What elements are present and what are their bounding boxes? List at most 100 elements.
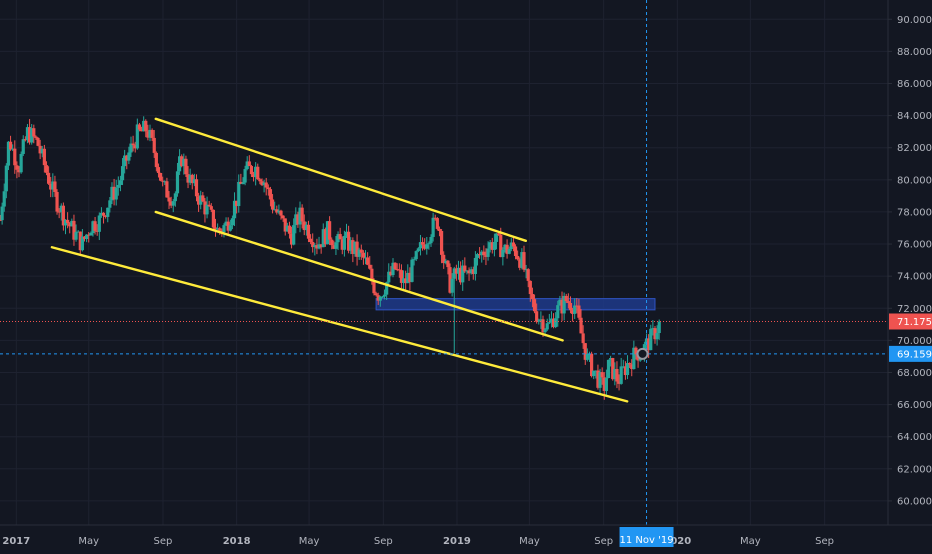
candle-up (444, 260, 448, 264)
price-tick-label: 68.000 (897, 368, 932, 379)
candle-down (497, 233, 501, 235)
candle-down (581, 333, 585, 344)
candle-up (503, 244, 507, 250)
time-tick-label: Sep (815, 536, 834, 547)
candle-up (123, 155, 127, 167)
candle-down (526, 269, 530, 281)
candle-up (25, 127, 30, 141)
candle-up (465, 270, 469, 272)
time-tick-label: May (740, 536, 761, 547)
candle-down (226, 221, 230, 231)
candle-up (273, 209, 277, 211)
candle-up (120, 166, 125, 181)
candle-down (125, 155, 129, 161)
candle-up (313, 245, 317, 248)
candle-up (344, 231, 349, 236)
candle-down (46, 172, 51, 184)
candle-up (199, 195, 203, 205)
candle-up (241, 182, 245, 184)
candle-up (461, 265, 465, 283)
candle-down (131, 143, 135, 146)
price-axis[interactable]: 90.000 88.000 86.000 84.000 82.000 80.000 78.0… (887, 0, 932, 525)
candle-up (294, 214, 298, 226)
candle-down (463, 265, 467, 272)
candle-up (632, 347, 636, 370)
candle-up (492, 241, 497, 250)
candle-down (602, 377, 606, 392)
candle-down (55, 191, 59, 212)
candle-down (213, 227, 218, 230)
cursor-point-marker (636, 347, 649, 360)
candle-down (600, 372, 604, 378)
candle-up (237, 181, 241, 207)
candle-down (239, 181, 243, 184)
resistance-zone-box[interactable] (375, 298, 656, 311)
time-tick-label: 2019 (443, 536, 471, 547)
candle-up (427, 243, 431, 245)
candle-down (340, 239, 344, 250)
candle-up (163, 181, 167, 183)
candle-down (156, 167, 161, 173)
candle-down (355, 241, 359, 257)
candle-up (507, 249, 511, 254)
candle-up (177, 156, 182, 172)
candle-up (182, 158, 186, 167)
upper-channel-trendline[interactable] (154, 117, 527, 243)
candle-up (127, 152, 131, 161)
candle-down (319, 244, 323, 248)
candle-up (262, 182, 266, 186)
candle-up (222, 225, 226, 233)
candle-up (539, 319, 543, 321)
candle-up (342, 235, 346, 250)
candle-down (66, 219, 70, 224)
price-tick-label: 84.000 (897, 111, 932, 122)
candle-up (21, 139, 25, 154)
candle-down (323, 229, 327, 245)
candle-down (423, 244, 427, 249)
candle-up (543, 329, 547, 333)
candle-up (619, 366, 623, 384)
candle-down (518, 259, 522, 268)
candle-down (146, 131, 150, 138)
candle-down (522, 252, 526, 270)
candle-down (36, 137, 40, 146)
price-tick-label: 70.000 (897, 336, 932, 347)
lower-channel-trendline[interactable] (50, 246, 629, 403)
candle-down (152, 137, 156, 153)
candle-up (651, 328, 655, 330)
candle-down (211, 209, 215, 228)
candle-down (467, 270, 471, 274)
candle-up (609, 358, 613, 360)
candle-up (114, 187, 118, 200)
candle-up (501, 249, 505, 258)
candle-down (482, 251, 486, 256)
candle-down (393, 262, 397, 270)
price-tick-label: 80.000 (897, 175, 932, 186)
middle-channel-trendline[interactable] (154, 210, 564, 342)
candle-down (235, 200, 239, 207)
price-tick-label: 90.000 (897, 15, 932, 26)
candle-up (224, 221, 228, 226)
candle-up (336, 234, 340, 243)
candle-down (330, 239, 334, 246)
candle-up (452, 268, 456, 279)
candle-up (216, 228, 220, 230)
candle-up (649, 328, 653, 351)
candle-down (82, 236, 87, 240)
candle-down (535, 311, 539, 322)
candle-down (513, 246, 518, 256)
candle-up (188, 174, 192, 183)
candle-up (494, 233, 499, 242)
candle-down (471, 269, 475, 275)
time-axis[interactable]: 2017 May Sep 2018 May Sep 2019 May Sep 2020 May Sep… (0, 524, 932, 547)
time-tick-label: May (519, 536, 540, 547)
candle-down (158, 172, 163, 181)
time-tick-label: Sep (374, 536, 393, 547)
candle-down (101, 212, 106, 216)
candle-down (275, 209, 279, 213)
crosshair-price-badge-bg (889, 345, 932, 362)
crosshair-price-label: 69.159 (897, 349, 932, 360)
candle-up (110, 186, 114, 201)
